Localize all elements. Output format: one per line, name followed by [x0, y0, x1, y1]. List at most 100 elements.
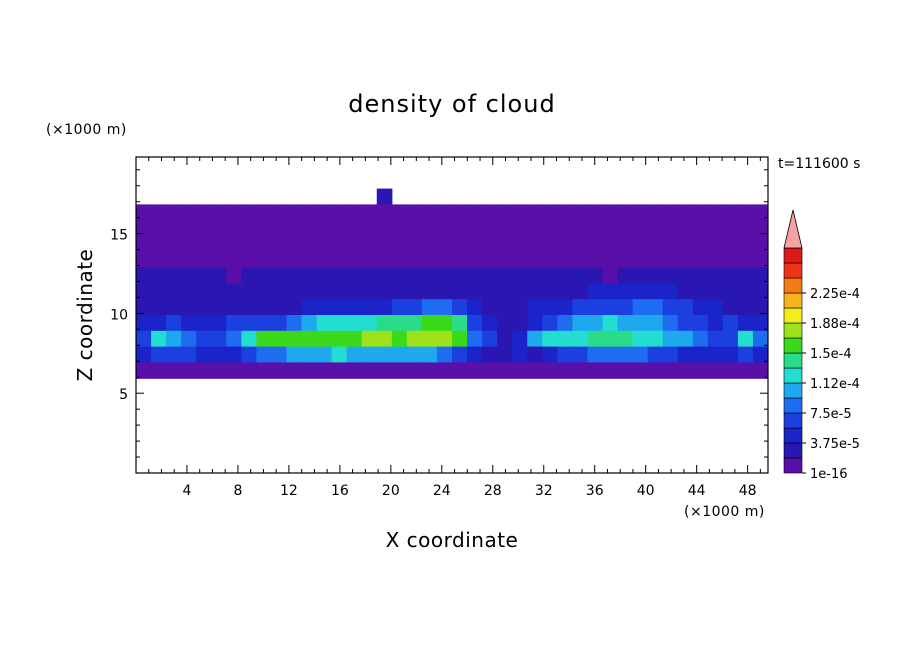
field-cell	[512, 299, 528, 316]
field-cell	[391, 283, 408, 300]
field-cell	[136, 362, 152, 379]
field-cell	[361, 283, 378, 300]
field-cell	[331, 362, 348, 379]
field-cell	[632, 251, 649, 269]
field-cell	[286, 220, 303, 237]
field-cell	[166, 330, 182, 348]
field-cell	[722, 204, 739, 221]
field-cell	[527, 299, 543, 316]
field-cell	[151, 299, 167, 316]
field-cell	[376, 267, 393, 284]
colorbar-label: 7.5e-5	[810, 407, 852, 422]
field-cell	[241, 330, 257, 348]
field-cell	[376, 315, 393, 332]
field-cell	[647, 251, 664, 269]
field-cell	[527, 362, 543, 379]
field-cell	[421, 299, 438, 316]
plot-frame	[135, 156, 769, 474]
field-cell	[647, 362, 664, 379]
field-cell	[241, 236, 257, 253]
field-cell	[512, 267, 528, 284]
colorbar-band	[783, 277, 803, 294]
colorbar-band	[783, 442, 803, 459]
field-cell	[391, 204, 408, 221]
field-cell	[286, 346, 303, 363]
field-cell	[482, 267, 498, 284]
field-cell	[602, 362, 619, 379]
field-cell	[286, 330, 303, 348]
field-cell	[331, 220, 348, 237]
field-cell	[361, 251, 378, 269]
field-cell	[752, 251, 768, 269]
field-cell	[572, 315, 589, 332]
field-cell	[256, 283, 273, 300]
field-cell	[467, 362, 483, 379]
field-cell	[707, 236, 724, 253]
field-cell	[241, 220, 257, 237]
field-cell	[707, 267, 724, 284]
colorbar-band	[783, 382, 803, 399]
colorbar-label: 2.25e-4	[810, 287, 860, 302]
field-cell	[632, 283, 649, 300]
field-cell	[722, 299, 739, 316]
field-cell	[722, 251, 739, 269]
field-cell	[256, 236, 273, 253]
field-cell	[391, 267, 408, 284]
field-cell	[241, 315, 257, 332]
field-cell	[617, 267, 634, 284]
field-cell	[436, 299, 453, 316]
field-cell	[151, 220, 167, 237]
colorbar-band	[783, 292, 803, 309]
field-cell	[467, 283, 483, 300]
field-cell	[436, 204, 453, 221]
field-cell	[692, 251, 709, 269]
field-cell	[587, 315, 604, 332]
field-cell	[587, 204, 604, 221]
field-cell	[572, 236, 589, 253]
field-cell	[391, 299, 408, 316]
field-cell	[752, 362, 768, 379]
field-cell	[421, 283, 438, 300]
field-cell	[181, 251, 197, 269]
field-cell	[406, 346, 423, 363]
field-cell	[602, 220, 619, 237]
field-cell	[467, 220, 483, 237]
field-cell	[647, 220, 664, 237]
field-cell	[376, 188, 393, 205]
field-cell	[286, 251, 303, 269]
field-cell	[617, 236, 634, 253]
field-cell	[707, 220, 724, 237]
field-cell	[316, 299, 333, 316]
colorbar-band	[783, 337, 803, 354]
field-cell	[602, 299, 619, 316]
field-cell	[527, 204, 543, 221]
field-cell	[752, 236, 768, 253]
field-cell	[226, 283, 242, 300]
field-cell	[647, 204, 664, 221]
x-tick-label: 48	[739, 483, 757, 499]
field-cell	[527, 236, 543, 253]
field-cell	[241, 299, 257, 316]
field-cell	[662, 346, 679, 363]
field-cell	[421, 315, 438, 332]
field-cell	[752, 315, 768, 332]
field-cell	[482, 283, 498, 300]
field-cell	[452, 204, 468, 221]
field-cell	[271, 236, 288, 253]
field-cell	[707, 315, 724, 332]
field-cell	[542, 204, 558, 221]
field-cell	[527, 251, 543, 269]
field-cell	[196, 220, 212, 237]
field-cell	[256, 267, 273, 284]
field-cell	[527, 346, 543, 363]
field-cell	[572, 267, 589, 284]
field-cell	[677, 330, 694, 348]
field-cell	[617, 315, 634, 332]
field-cell	[647, 283, 664, 300]
field-cell	[617, 251, 634, 269]
field-cell	[602, 283, 619, 300]
colorbar-band	[783, 367, 803, 384]
field-cell	[587, 362, 604, 379]
field-cell	[226, 346, 242, 363]
